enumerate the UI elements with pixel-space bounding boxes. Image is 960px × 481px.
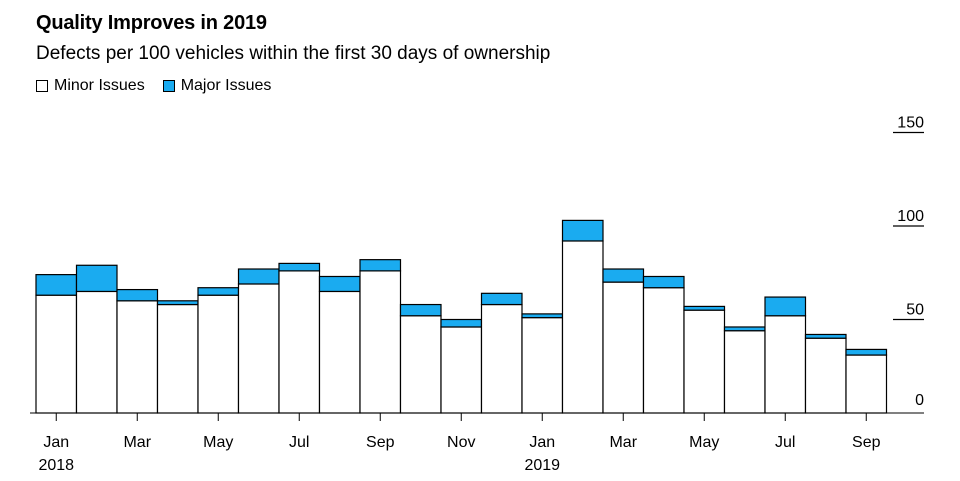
x-tick-label-5: Nov bbox=[447, 434, 475, 451]
bar-major-19 bbox=[804, 333, 847, 339]
bar-minor-2 bbox=[116, 300, 159, 414]
legend-label-major: Major Issues bbox=[180, 77, 272, 94]
bar-major-17 bbox=[723, 326, 766, 332]
x-tick-label-9: Jul bbox=[775, 434, 795, 451]
bar-minor-5 bbox=[237, 283, 280, 414]
x-tick-label-10: Sep bbox=[852, 434, 881, 451]
bar-major-10 bbox=[440, 318, 483, 328]
bar-major-11 bbox=[480, 292, 523, 306]
bar-major-13 bbox=[561, 219, 604, 242]
legend-swatch-major bbox=[162, 80, 175, 92]
bar-major-3 bbox=[156, 300, 199, 306]
bar-major-20 bbox=[845, 348, 888, 356]
chart-subtitle: Defects per 100 vehicles within the firs… bbox=[36, 43, 551, 64]
bar-major-18 bbox=[764, 296, 807, 317]
x-tick-label-3: Jul bbox=[289, 434, 309, 451]
y-tick-label-150: 150 bbox=[897, 115, 924, 132]
legend: Minor Issues Major Issues bbox=[36, 77, 289, 95]
bar-major-16 bbox=[683, 305, 726, 311]
bar-minor-18 bbox=[764, 315, 807, 414]
bar-minor-10 bbox=[440, 326, 483, 414]
y-tick-label-50: 50 bbox=[906, 302, 924, 319]
bar-minor-13 bbox=[561, 240, 604, 414]
bar-minor-16 bbox=[683, 309, 726, 414]
bar-major-14 bbox=[602, 268, 645, 283]
x-tick-label-6: Jan bbox=[529, 434, 555, 451]
bar-major-7 bbox=[318, 275, 361, 293]
legend-item-major: Major Issues bbox=[162, 77, 272, 95]
bar-major-5 bbox=[237, 268, 280, 285]
legend-item-minor: Minor Issues bbox=[36, 77, 145, 95]
bar-major-6 bbox=[278, 262, 321, 272]
legend-label-minor: Minor Issues bbox=[54, 77, 145, 94]
bar-major-12 bbox=[521, 313, 564, 319]
bar-minor-12 bbox=[521, 317, 564, 414]
bar-minor-11 bbox=[480, 303, 523, 414]
bar-minor-3 bbox=[156, 303, 199, 414]
x-tick-label-0: Jan bbox=[43, 434, 69, 451]
bar-minor-6 bbox=[278, 270, 321, 414]
bar-major-15 bbox=[642, 275, 685, 289]
bar-minor-9 bbox=[399, 315, 442, 414]
bar-minor-14 bbox=[602, 281, 645, 414]
bar-minor-15 bbox=[642, 287, 685, 414]
bar-minor-1 bbox=[75, 290, 118, 414]
bar-major-9 bbox=[399, 303, 442, 317]
bar-minor-8 bbox=[359, 270, 402, 414]
x-tick-label-7: Mar bbox=[609, 434, 637, 451]
bar-major-0 bbox=[35, 274, 78, 296]
y-tick-label-100: 100 bbox=[897, 208, 924, 225]
bar-minor-0 bbox=[35, 294, 78, 414]
x-tick-label-2: May bbox=[203, 434, 233, 451]
legend-swatch-minor bbox=[36, 80, 48, 92]
x-tick-label-8: May bbox=[689, 434, 719, 451]
bar-major-2 bbox=[116, 288, 159, 302]
chart-title: Quality Improves in 2019 bbox=[36, 12, 267, 34]
x-tick-label-4: Sep bbox=[366, 434, 395, 451]
bar-minor-4 bbox=[197, 294, 240, 414]
bar-major-1 bbox=[75, 264, 118, 293]
x-tick-sublabel-6: 2019 bbox=[524, 457, 560, 474]
bar-major-4 bbox=[197, 287, 240, 296]
bar-minor-20 bbox=[845, 354, 888, 414]
x-tick-sublabel-0: 2018 bbox=[38, 457, 74, 474]
bar-major-8 bbox=[359, 259, 402, 272]
x-tick-label-1: Mar bbox=[123, 434, 151, 451]
bar-minor-7 bbox=[318, 290, 361, 414]
bar-minor-19 bbox=[804, 337, 847, 414]
y-tick-label-0: 0 bbox=[915, 392, 924, 409]
bar-minor-17 bbox=[723, 330, 766, 414]
